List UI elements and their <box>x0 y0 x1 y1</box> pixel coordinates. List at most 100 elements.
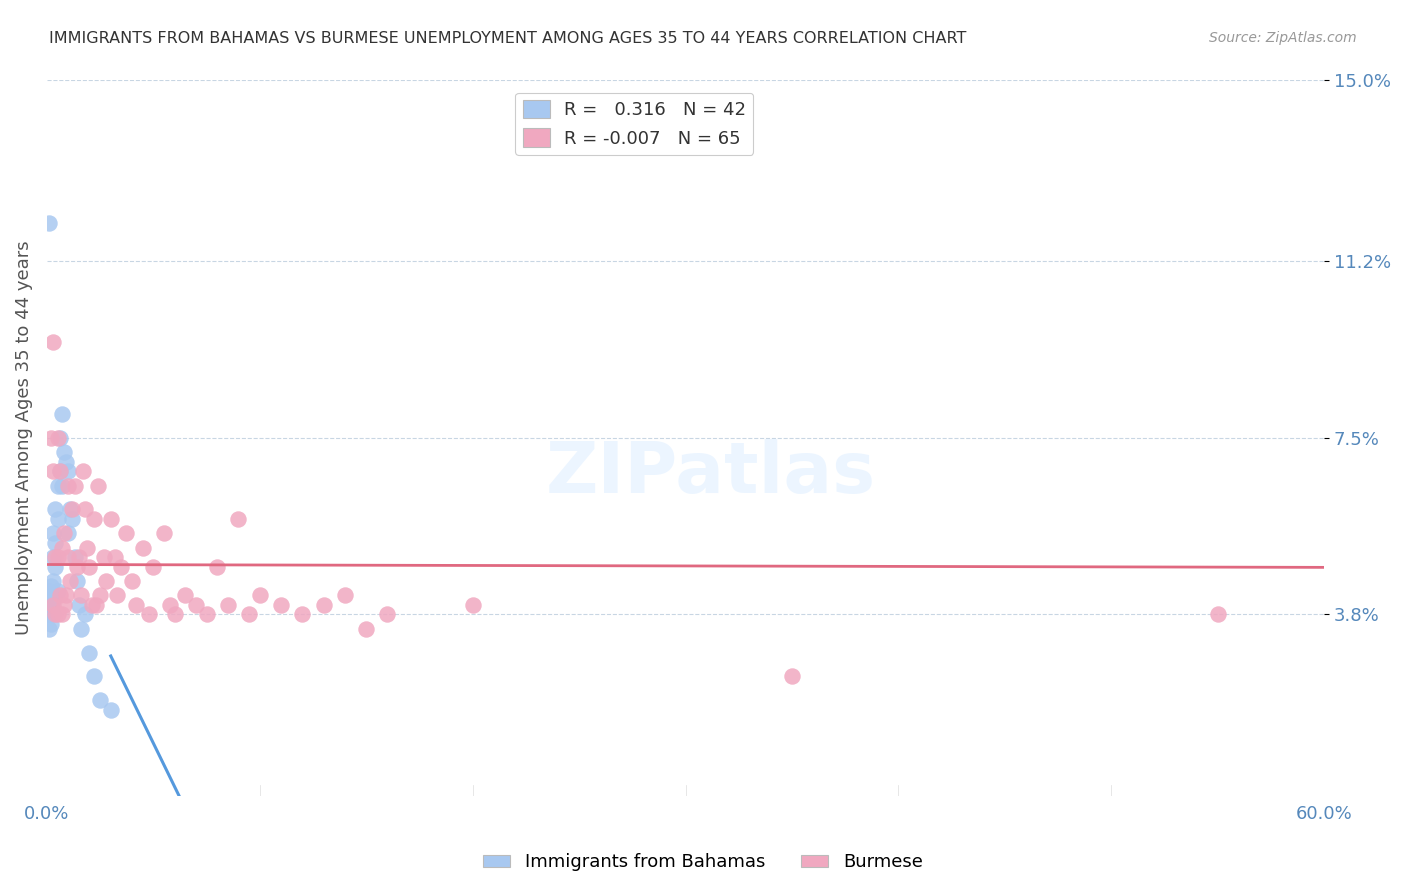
Point <box>38 588 60 602</box>
Point <box>62 502 84 516</box>
Point <box>39 598 62 612</box>
Point <box>51 478 73 492</box>
Point <box>70 588 93 602</box>
Point <box>56 478 79 492</box>
Point <box>333 588 356 602</box>
Point <box>89 693 111 707</box>
Point <box>84 598 107 612</box>
Point <box>110 559 132 574</box>
Point <box>42 593 65 607</box>
Point <box>228 512 250 526</box>
Point <box>44 502 66 516</box>
Point <box>44 607 66 622</box>
Point <box>96 574 118 588</box>
Point <box>67 598 90 612</box>
Point <box>153 526 176 541</box>
Point <box>174 588 197 602</box>
Point <box>75 607 97 622</box>
Point <box>62 512 84 526</box>
Point <box>46 478 69 492</box>
Point <box>52 598 75 612</box>
Point <box>42 607 65 622</box>
Legend: Immigrants from Bahamas, Burmese: Immigrants from Bahamas, Burmese <box>477 847 929 879</box>
Point <box>46 583 69 598</box>
Point <box>51 407 73 421</box>
Point <box>100 512 122 526</box>
Y-axis label: Unemployment Among Ages 35 to 44 years: Unemployment Among Ages 35 to 44 years <box>15 241 32 635</box>
Point <box>42 574 65 588</box>
Point <box>46 512 69 526</box>
Point <box>48 431 70 445</box>
Point <box>63 478 86 492</box>
Point <box>55 455 77 469</box>
Point <box>38 598 60 612</box>
Point <box>44 559 66 574</box>
Point <box>51 541 73 555</box>
Point <box>42 464 65 478</box>
Point <box>39 431 62 445</box>
Point <box>42 335 65 350</box>
Point <box>52 445 75 459</box>
Point <box>217 598 239 612</box>
Point <box>142 559 165 574</box>
Point <box>89 588 111 602</box>
Point <box>270 598 292 612</box>
Point <box>46 607 69 622</box>
Point <box>46 550 69 565</box>
Point <box>56 526 79 541</box>
Point <box>184 598 207 612</box>
Point <box>75 502 97 516</box>
Point <box>48 464 70 478</box>
Point <box>56 550 79 565</box>
Point <box>42 550 65 565</box>
Legend: R =   0.316   N = 42, R = -0.007   N = 65: R = 0.316 N = 42, R = -0.007 N = 65 <box>516 93 754 154</box>
Point <box>63 550 86 565</box>
Point <box>195 607 218 622</box>
Text: ZIPatlas: ZIPatlas <box>546 439 876 508</box>
Point <box>39 607 62 622</box>
Point <box>39 579 62 593</box>
Point <box>66 574 89 588</box>
Point <box>79 646 101 660</box>
Point <box>121 574 143 588</box>
Point <box>377 607 399 622</box>
Text: IMMIGRANTS FROM BAHAMAS VS BURMESE UNEMPLOYMENT AMONG AGES 35 TO 44 YEARS CORREL: IMMIGRANTS FROM BAHAMAS VS BURMESE UNEMP… <box>49 31 966 46</box>
Point <box>76 541 98 555</box>
Point <box>159 598 181 612</box>
Point <box>100 703 122 717</box>
Point <box>39 588 62 602</box>
Point <box>42 526 65 541</box>
Point <box>52 526 75 541</box>
Point <box>312 598 335 612</box>
Point <box>39 617 62 632</box>
Point <box>44 536 66 550</box>
Point <box>55 588 77 602</box>
Point <box>38 216 60 230</box>
Point <box>80 598 103 612</box>
Point <box>93 550 115 565</box>
Point <box>461 598 484 612</box>
Point <box>46 431 69 445</box>
Point <box>114 526 136 541</box>
Point <box>59 502 82 516</box>
Point <box>354 622 377 636</box>
Point <box>56 464 79 478</box>
Point <box>83 669 105 683</box>
Point <box>38 622 60 636</box>
Point <box>79 559 101 574</box>
Point <box>291 607 314 622</box>
Point <box>44 588 66 602</box>
Point <box>83 512 105 526</box>
Point <box>67 550 90 565</box>
Point <box>249 588 271 602</box>
Point <box>138 607 160 622</box>
Point <box>72 464 94 478</box>
Point <box>163 607 186 622</box>
Point <box>38 583 60 598</box>
Point <box>38 607 60 622</box>
Text: Source: ZipAtlas.com: Source: ZipAtlas.com <box>1209 31 1357 45</box>
Point <box>104 550 127 565</box>
Point <box>87 478 110 492</box>
Point <box>780 669 803 683</box>
Point <box>125 598 148 612</box>
